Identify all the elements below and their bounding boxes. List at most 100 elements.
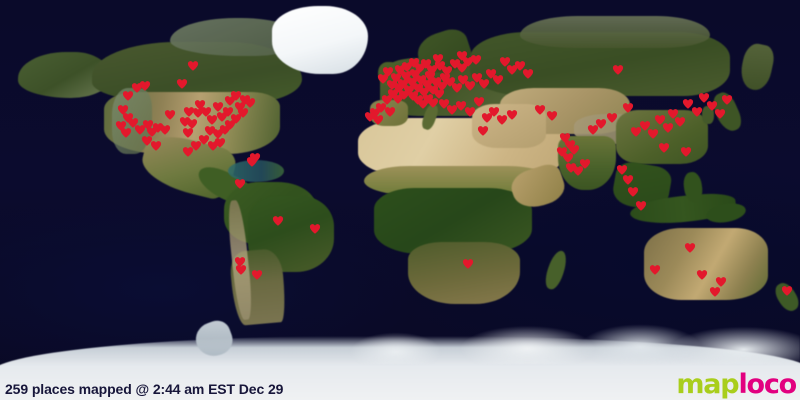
heart-icon[interactable] [377,74,389,85]
heart-icon[interactable] [781,286,793,297]
heart-icon[interactable] [647,129,659,140]
heart-icon[interactable] [477,126,489,137]
heart-icon[interactable] [224,96,236,107]
heart-icon[interactable] [251,270,263,281]
heart-icon[interactable] [393,83,405,94]
heart-icon[interactable] [426,65,438,76]
heart-icon[interactable] [506,65,518,76]
heart-icon[interactable] [698,93,710,104]
heart-icon[interactable] [204,126,216,137]
heart-icon[interactable] [492,75,504,86]
maploco-logo[interactable]: maploco [676,371,797,398]
heart-icon[interactable] [462,259,474,270]
heart-icon[interactable] [658,143,670,154]
heart-icon[interactable] [159,125,171,136]
heart-icon[interactable] [470,55,482,66]
heart-icon[interactable] [464,107,476,118]
heart-icon[interactable] [150,141,162,152]
heart-icon[interactable] [235,265,247,276]
heart-icon[interactable] [141,136,153,147]
heart-icon[interactable] [438,99,450,110]
heart-icon[interactable] [364,112,376,123]
heart-icon[interactable] [635,201,647,212]
heart-icon[interactable] [455,101,467,112]
heart-icon[interactable] [462,57,474,68]
heart-icon[interactable] [441,66,453,77]
heart-icon[interactable] [639,121,651,132]
heart-icon[interactable] [654,115,666,126]
heart-icon[interactable] [401,62,413,73]
heart-icon[interactable] [706,101,718,112]
heart-icon[interactable] [682,99,694,110]
heart-icon[interactable] [496,115,508,126]
heart-icon[interactable] [182,147,194,158]
heart-icon[interactable] [212,102,224,113]
heart-icon[interactable] [207,141,219,152]
heart-icon[interactable] [667,109,679,120]
heart-icon[interactable] [244,98,256,109]
heart-icon[interactable] [627,187,639,198]
heart-icon[interactable] [384,107,396,118]
heart-icon[interactable] [230,91,242,102]
heart-icon[interactable] [432,54,444,65]
heart-icon[interactable] [190,141,202,152]
heart-icon[interactable] [427,98,439,109]
heart-icon[interactable] [131,83,143,94]
heart-icon[interactable] [606,113,618,124]
heart-icon[interactable] [198,135,210,146]
heart-icon[interactable] [691,107,703,118]
heart-icon[interactable] [499,57,511,68]
heart-icon[interactable] [436,81,448,92]
heart-icon[interactable] [721,95,733,106]
heart-icon[interactable] [622,103,634,114]
heart-icon[interactable] [595,119,607,130]
heart-icon[interactable] [451,83,463,94]
heart-icon[interactable] [234,257,246,268]
heart-icon[interactable] [200,107,212,118]
heart-icon[interactable] [612,65,624,76]
heart-icon[interactable] [381,95,393,106]
heart-icon[interactable] [696,270,708,281]
heart-icon[interactable] [214,138,226,149]
heart-icon[interactable] [522,69,534,80]
heart-icon[interactable] [662,123,674,134]
heart-icon[interactable] [630,127,642,138]
heart-icon[interactable] [139,81,151,92]
heart-icon[interactable] [206,115,218,126]
heart-icon[interactable] [709,287,721,298]
heart-icon[interactable] [212,129,224,140]
heart-icon[interactable] [514,61,526,72]
heart-icon[interactable] [572,166,584,177]
heart-icon[interactable] [176,79,188,90]
heart-icon[interactable] [680,147,692,158]
heart-icon[interactable] [714,109,726,120]
heart-icon[interactable] [674,117,686,128]
heart-icon[interactable] [446,105,458,116]
heart-icon[interactable] [183,107,195,118]
heart-icon[interactable] [715,277,727,288]
heart-icon[interactable] [433,89,445,100]
heart-icon[interactable] [192,108,204,119]
heart-icon[interactable] [272,216,284,227]
heart-icon[interactable] [234,179,246,190]
heart-icon[interactable] [534,105,546,116]
heart-icon[interactable] [464,81,476,92]
heart-icon[interactable] [187,61,199,72]
heart-icon[interactable] [246,157,258,168]
heart-icon[interactable] [418,87,430,98]
heart-icon[interactable] [134,125,146,136]
heart-icon[interactable] [142,120,154,131]
heart-icon[interactable] [456,63,468,74]
heart-icon[interactable] [222,107,234,118]
heart-icon[interactable] [117,105,129,116]
heart-icon[interactable] [622,175,634,186]
heart-icon[interactable] [649,265,661,276]
heart-icon[interactable] [152,123,164,134]
heart-icon[interactable] [372,115,384,126]
heart-icon[interactable] [616,165,628,176]
heart-icon[interactable] [684,243,696,254]
heart-icon[interactable] [120,128,132,139]
heart-icon[interactable] [506,110,518,121]
heart-icon[interactable] [456,51,468,62]
